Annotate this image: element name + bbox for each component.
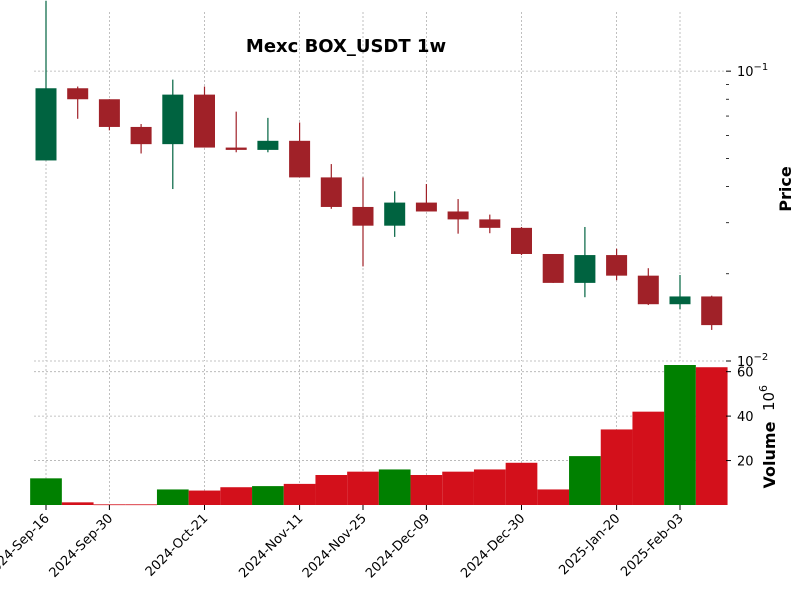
volume-bar	[61, 502, 94, 505]
volume-bar	[664, 365, 696, 505]
volume-bar	[442, 471, 474, 505]
candle-body	[574, 255, 596, 283]
volume-multiplier-base: 10	[760, 392, 778, 411]
candle-body	[701, 296, 723, 326]
candle-body	[98, 99, 120, 127]
x-tick-label: 2024-Nov-25	[300, 511, 370, 581]
volume-bar	[283, 483, 316, 505]
x-tick-label: 2024-Sep-30	[47, 511, 117, 581]
volume-bar	[410, 475, 443, 505]
candle-body	[542, 253, 564, 283]
volume-bars	[30, 365, 728, 506]
candles	[35, 0, 723, 330]
volume-bar	[505, 462, 538, 505]
x-tick-label: 2024-Dec-30	[458, 511, 528, 581]
volume-tick-label: 60	[737, 366, 754, 381]
volume-bar	[378, 469, 411, 505]
candle-body	[130, 126, 152, 145]
candle-body	[606, 255, 628, 276]
chart-title: Mexc BOX_USDT 1w	[246, 36, 446, 57]
candle-body	[289, 140, 311, 178]
price-axis-label: Price	[776, 166, 795, 212]
volume-bar	[30, 478, 62, 505]
candle-body	[669, 296, 691, 305]
volume-bar	[632, 411, 665, 505]
price-tick-label: 10−1	[737, 62, 768, 80]
volume-tick-label: 40	[737, 410, 754, 425]
volume-bar	[93, 504, 126, 506]
volume-bar	[695, 367, 728, 505]
volume-axis-label: Volume	[760, 421, 779, 488]
candle-body	[225, 147, 247, 150]
candle-body	[257, 140, 279, 150]
candle-body	[447, 211, 469, 220]
volume-bar	[473, 469, 506, 505]
volume-bar	[252, 486, 284, 505]
candle-body	[511, 227, 532, 254]
x-tick-label: 2025-Feb-03	[618, 511, 687, 580]
candle-body	[67, 88, 89, 100]
volume-bar	[315, 475, 348, 505]
volume-bar	[600, 429, 633, 505]
candle-body	[35, 88, 57, 161]
volume-bar	[125, 504, 157, 506]
volume-multiplier-exp: 6	[757, 385, 770, 392]
volume-bar	[220, 487, 253, 505]
candle-body	[415, 202, 437, 212]
x-tick-label: 2024-Nov-11	[236, 511, 306, 581]
volume-bar	[569, 456, 601, 505]
x-tick-label: 2025-Jan-20	[556, 511, 623, 578]
volume-tick-label: 20	[737, 455, 754, 470]
volume-bar	[537, 489, 570, 505]
candle-body	[384, 202, 406, 226]
price-tick-exp: −2	[754, 352, 769, 363]
candle-body	[637, 275, 659, 305]
x-tick-label: 2024-Dec-09	[363, 511, 433, 581]
candle-body	[352, 206, 374, 226]
price-tick-exp: −1	[754, 62, 769, 73]
candle-body	[162, 94, 184, 145]
volume-bar	[156, 489, 189, 505]
x-tick-label: 2024-Oct-21	[143, 511, 211, 579]
price-tick-label: 10−2	[737, 352, 768, 370]
price-tick-base: 10	[737, 355, 754, 370]
price-tick-base: 10	[737, 65, 754, 80]
volume-multiplier-label: 106	[757, 385, 778, 411]
candle-body	[320, 177, 342, 207]
candle-body	[194, 94, 215, 148]
x-tick-label: 2024-Sep-16	[0, 511, 53, 581]
candle-body	[479, 219, 501, 228]
volume-bar	[347, 471, 379, 505]
volume-bar	[188, 490, 221, 505]
